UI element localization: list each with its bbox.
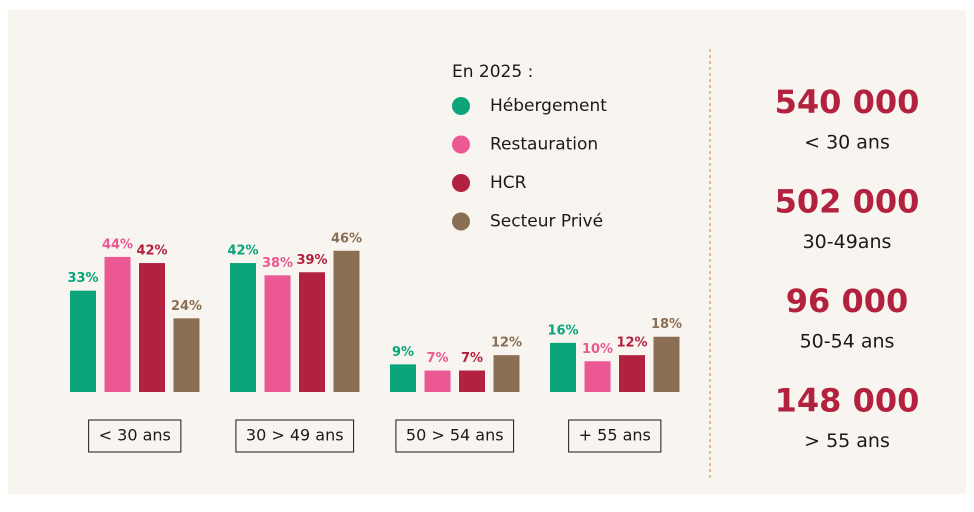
value-label: 12% [491, 336, 522, 351]
value-label: 39% [296, 253, 327, 268]
value-label: 12% [616, 336, 647, 351]
bar [619, 355, 645, 392]
bar [584, 361, 611, 392]
stat-label: 50-54 ans [800, 331, 895, 353]
bar [230, 263, 256, 392]
value-label: 7% [426, 351, 448, 366]
bar [264, 275, 291, 392]
value-label: 46% [331, 231, 362, 246]
stat-value: 96 000 [786, 282, 908, 320]
legend-label: Hébergement [490, 96, 607, 116]
stat-value: 502 000 [775, 183, 920, 221]
category-box [395, 419, 515, 453]
legend-swatch [452, 212, 470, 231]
legend-swatch [452, 174, 470, 192]
legend-swatch [452, 97, 470, 115]
value-label: 16% [547, 323, 578, 338]
value-label: 42% [136, 244, 167, 259]
category-label: 50 > 54 ans [406, 426, 504, 445]
legend-label: HCR [490, 173, 527, 193]
bar [550, 342, 576, 392]
legend-label: Secteur Privé [490, 212, 603, 232]
category-box [88, 419, 182, 453]
stat-value: 540 000 [775, 83, 920, 121]
bar [653, 336, 680, 392]
panel [8, 10, 966, 494]
category-label: + 55 ans [579, 426, 651, 445]
category-box [568, 419, 662, 453]
value-label: 18% [651, 317, 682, 332]
value-label: 38% [262, 256, 293, 271]
bar [459, 370, 485, 392]
value-label: 24% [171, 299, 202, 314]
bar [70, 290, 96, 392]
stat-label: 30-49ans [803, 231, 892, 253]
bar [493, 355, 520, 392]
stat-value: 148 000 [775, 382, 920, 420]
legend-label: Restauration [490, 135, 598, 155]
value-label: 10% [582, 342, 613, 357]
value-label: 33% [67, 271, 98, 286]
bar [390, 364, 416, 392]
bar [173, 318, 200, 392]
bar [139, 263, 165, 392]
legend-title: En 2025 : [452, 62, 533, 82]
legend-swatch [452, 135, 470, 154]
value-label: 7% [461, 351, 483, 366]
bar [299, 272, 325, 392]
stat-label: > 55 ans [804, 430, 890, 452]
bar [424, 370, 451, 392]
value-label: 9% [392, 345, 414, 360]
stat-label: < 30 ans [804, 132, 890, 154]
value-label: 42% [227, 244, 258, 259]
category-label: < 30 ans [99, 426, 171, 445]
bar [104, 256, 131, 392]
category-box [235, 419, 355, 453]
value-label: 44% [102, 237, 133, 252]
category-label: 30 > 49 ans [246, 426, 344, 445]
bar [333, 250, 360, 392]
